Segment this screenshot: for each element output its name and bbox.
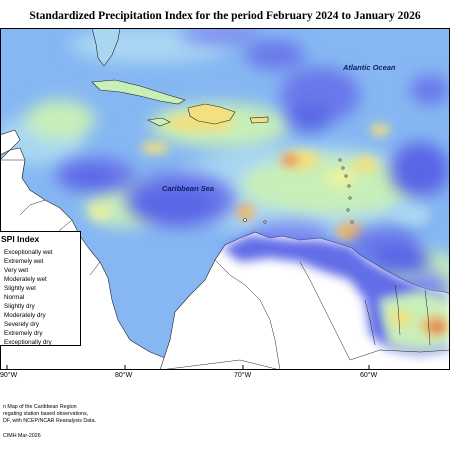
lon-label-70w: 70°W xyxy=(234,372,252,379)
legend-item: Slightly wet xyxy=(4,285,36,292)
legend-item: Extremely dry xyxy=(4,330,43,337)
lon-label-80w: 80°W xyxy=(115,372,133,379)
legend-item: Exceptionally wet xyxy=(4,249,53,256)
legend: SPI Index Exceptionally wet Extremely we… xyxy=(0,231,81,346)
caribbean-sea-label: Caribbean Sea xyxy=(162,184,215,193)
legend-item: Moderately wet xyxy=(4,276,47,283)
legend-item: Severely dry xyxy=(4,321,39,328)
spi-field xyxy=(0,28,450,370)
legend-item: Slightly dry xyxy=(4,303,35,310)
lon-label-90w: 90°W xyxy=(0,372,18,379)
atlantic-ocean-label: Atlantic Ocean xyxy=(343,63,396,72)
legend-item: Extremely wet xyxy=(4,258,44,265)
footer-line-2: regating station based observations, xyxy=(3,411,89,417)
lon-label-60w: 60°W xyxy=(360,372,378,379)
legend-item: Very wet xyxy=(4,267,29,274)
map-title: Standardized Precipitation Index for the… xyxy=(29,10,421,22)
legend-item: Moderately dry xyxy=(4,312,46,319)
footer-line-3: DF, with NCEP/NCAR Reanalysis Data. xyxy=(3,418,97,424)
footer-line-1: n Map of the Caribbean Region xyxy=(3,404,77,410)
legend-title: SPI Index xyxy=(1,234,40,244)
axis-ticks xyxy=(6,365,370,370)
footer-credit: CIMH Mar-2026 xyxy=(3,433,41,439)
legend-item: Exceptionally dry xyxy=(4,339,52,346)
borders xyxy=(0,159,450,370)
legend-item: Normal xyxy=(4,294,25,301)
